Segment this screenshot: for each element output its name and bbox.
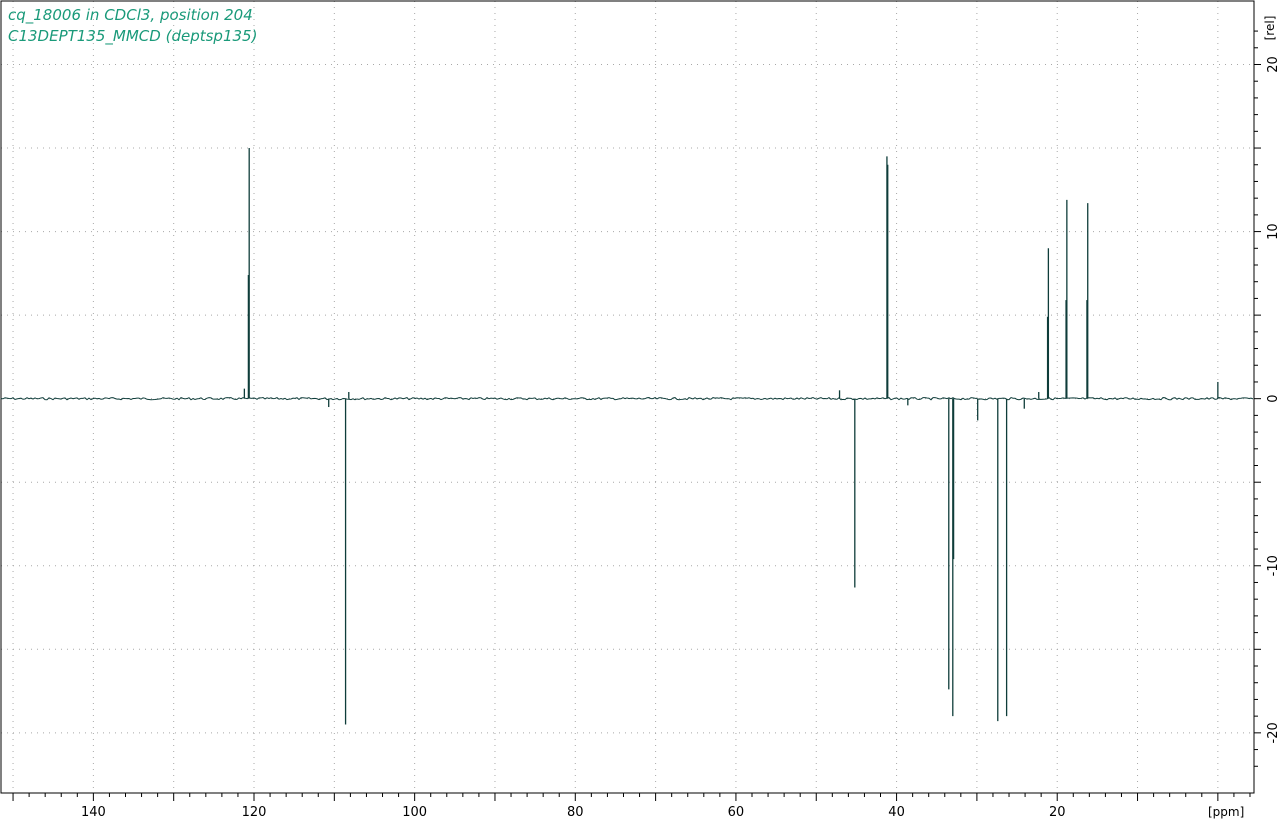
spectrum-baseline — [0, 396, 1254, 401]
y-tick-label: -10 — [1266, 555, 1281, 576]
y-tick-label: -20 — [1266, 722, 1281, 743]
x-axis-label: [ppm] — [1208, 805, 1244, 819]
x-tick-label: 20 — [1049, 805, 1066, 820]
x-tick-label: 40 — [888, 805, 905, 820]
spectrum-title: cq_18006 in CDCl3, position 204 — [8, 6, 253, 24]
y-axis-ticks: 20 10 0 -10 -20 — [1254, 30, 1281, 767]
spectrum-peaks — [243, 148, 1219, 725]
x-axis-ticks: 140 120 100 80 60 40 20 — [81, 805, 1066, 820]
x-tick-label: 120 — [242, 805, 267, 820]
x-tick-label: 60 — [728, 805, 745, 820]
x-tick-label: 140 — [81, 805, 106, 820]
x-tick-label: 100 — [402, 805, 427, 820]
spectrum-subtitle: C13DEPT135_MMCD (deptsp135) — [8, 27, 258, 45]
y-tick-label: 20 — [1266, 56, 1281, 73]
x-minor-ticks — [12, 793, 1251, 801]
y-tick-label: 0 — [1266, 395, 1281, 403]
plot-frame — [0, 0, 1255, 794]
spectrum-baseline-group — [0, 396, 1254, 401]
y-axis-label: [rel] — [1263, 16, 1277, 41]
y-tick-label: 10 — [1266, 223, 1281, 240]
x-tick-label: 80 — [567, 805, 584, 820]
